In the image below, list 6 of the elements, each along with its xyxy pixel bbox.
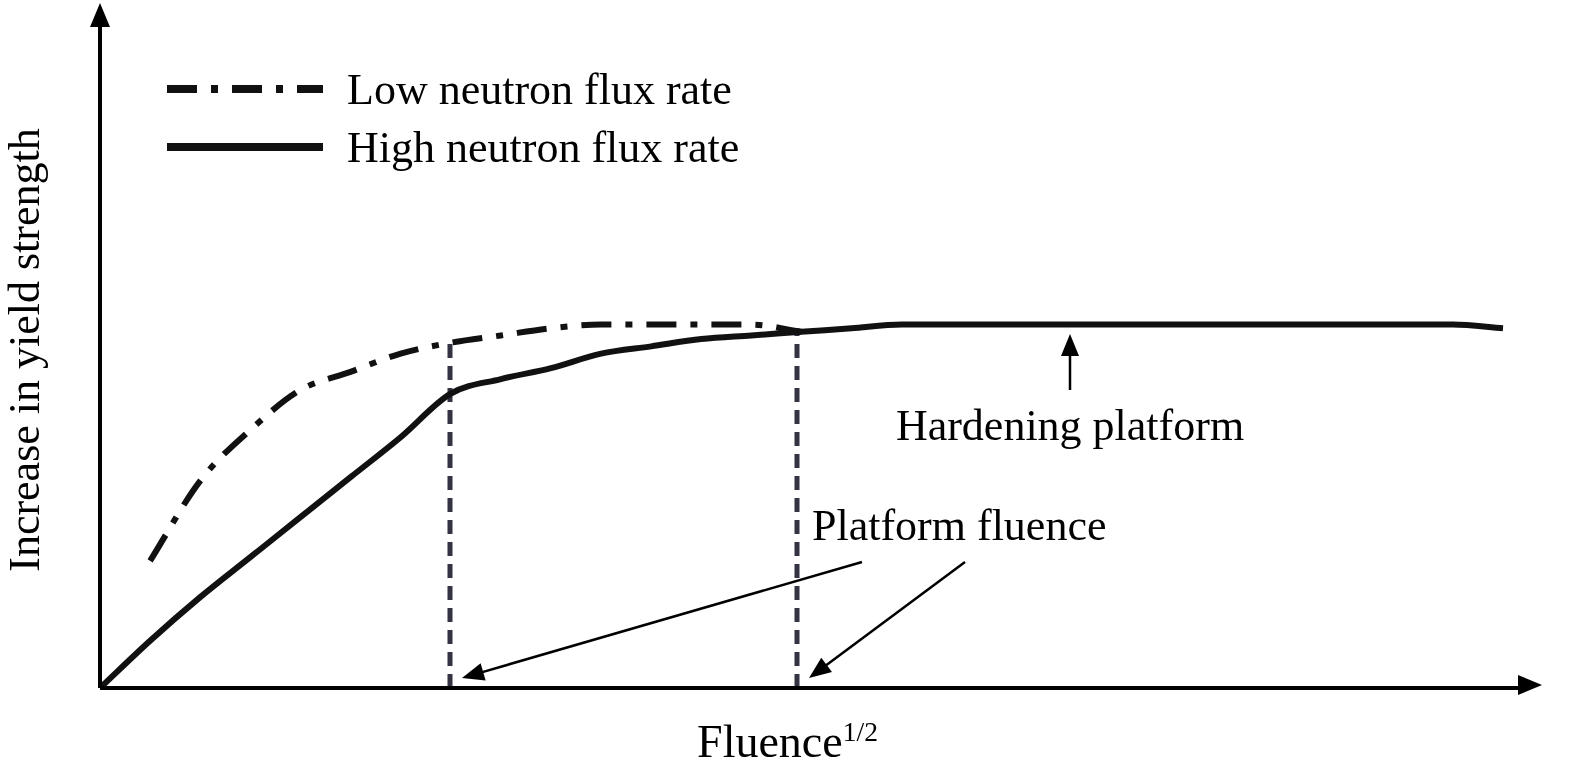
legend-label: Low neutron flux rate <box>347 63 732 115</box>
legend-label: High neutron flux rate <box>347 121 740 173</box>
y-axis-title: Increase in yield strength <box>0 128 50 572</box>
annotation: Platform fluence <box>812 501 1107 550</box>
annotation: Hardening platform <box>895 401 1245 450</box>
x-axis-title: Fluence$^{1/2}$ <box>696 715 879 768</box>
